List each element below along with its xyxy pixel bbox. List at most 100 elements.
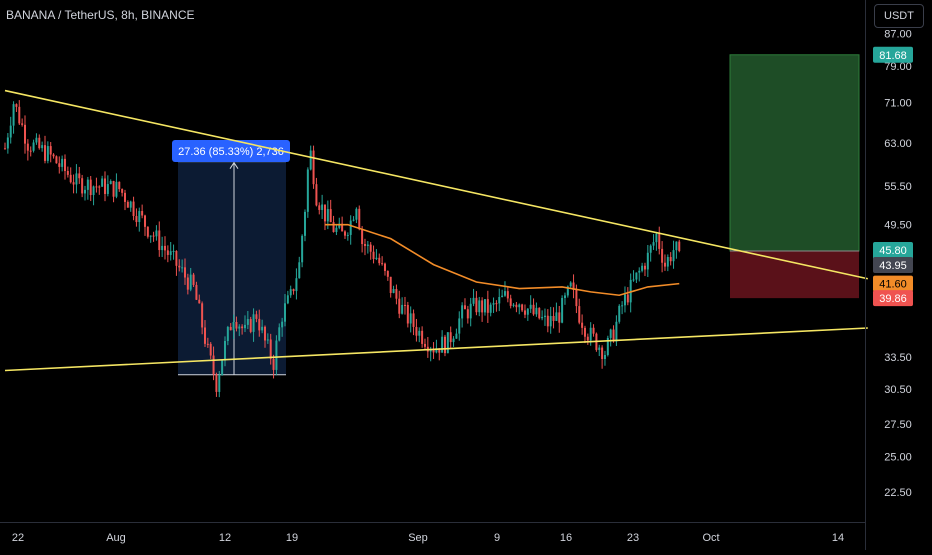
candle	[549, 306, 552, 334]
price-axis-label: 27.50	[884, 419, 912, 431]
candle-body	[563, 295, 566, 298]
candle-body	[138, 211, 141, 223]
candle-body	[149, 235, 152, 237]
candle-body	[575, 289, 578, 307]
candle	[178, 259, 181, 272]
candle-body	[578, 306, 581, 323]
candle-body	[235, 322, 238, 329]
candle-body	[315, 184, 318, 206]
candle-body	[338, 223, 341, 228]
candle	[81, 174, 84, 198]
candle	[355, 207, 358, 224]
candle-body	[652, 242, 655, 246]
candle-body	[52, 154, 55, 157]
candle	[435, 339, 438, 354]
candle-body	[55, 156, 58, 164]
candle-body	[569, 282, 572, 287]
candle	[618, 304, 621, 324]
candle-body	[121, 189, 124, 193]
candle	[126, 200, 129, 208]
candle-body	[161, 245, 164, 251]
candle	[241, 324, 244, 335]
candle-body	[15, 104, 18, 107]
candle-body	[261, 326, 264, 331]
time-axis-label: 22	[12, 532, 24, 544]
candle-body	[381, 263, 384, 265]
candle-body	[109, 181, 112, 185]
candle-body	[466, 309, 469, 319]
candle	[503, 281, 506, 297]
candle	[161, 236, 164, 258]
candle	[483, 299, 486, 316]
candle	[289, 285, 292, 298]
candle-body	[286, 295, 289, 304]
candle	[258, 309, 261, 337]
candle-body	[392, 289, 395, 293]
candle-body	[341, 223, 344, 232]
candlestick-series	[4, 100, 681, 398]
price-axis-label: 55.50	[884, 181, 912, 193]
price-axis[interactable]	[865, 0, 932, 550]
candle-body	[141, 211, 144, 216]
candle	[109, 179, 112, 185]
candle-body	[503, 291, 506, 296]
candle-body	[655, 233, 658, 243]
currency-button[interactable]: USDT	[874, 4, 924, 28]
candle-body	[589, 327, 592, 341]
candle-body	[278, 327, 281, 341]
candle	[169, 242, 172, 261]
target-zone	[729, 54, 860, 252]
candle-body	[98, 186, 101, 188]
candle	[283, 294, 286, 327]
candle	[475, 291, 478, 316]
time-axis[interactable]	[0, 522, 865, 551]
candle-body	[103, 178, 106, 194]
candle-body	[229, 326, 232, 331]
candle	[443, 334, 446, 357]
candle	[26, 139, 29, 161]
candle	[101, 175, 104, 187]
candle	[212, 346, 215, 381]
candle	[643, 262, 646, 277]
candle	[412, 309, 415, 336]
candle	[472, 288, 475, 307]
candle-body	[389, 276, 392, 293]
price-tag-value: 43.95	[879, 260, 907, 272]
candle-body	[443, 336, 446, 354]
candle	[41, 141, 44, 152]
price-axis-label: 25.00	[884, 451, 912, 463]
candle-body	[638, 270, 641, 273]
candle-body	[183, 267, 186, 278]
candle	[215, 372, 218, 397]
candle	[541, 310, 544, 321]
candle	[301, 234, 304, 268]
candle	[395, 284, 398, 305]
candle-body	[598, 347, 601, 350]
candle	[543, 308, 546, 326]
candle-body	[541, 316, 544, 319]
candle-body	[429, 349, 432, 352]
candle-body	[612, 329, 615, 342]
candle	[4, 142, 6, 150]
candle	[389, 276, 392, 298]
candle	[518, 303, 521, 315]
candle-body	[558, 312, 561, 323]
candle-body	[678, 241, 681, 252]
candle	[521, 303, 524, 313]
candle	[89, 175, 92, 202]
candle-body	[226, 326, 229, 341]
candle-body	[66, 170, 69, 175]
candle-body	[323, 204, 326, 222]
candle-body	[252, 314, 255, 332]
candle-body	[583, 327, 586, 337]
candle-body	[32, 142, 35, 151]
candle	[572, 274, 575, 299]
candle	[106, 175, 109, 197]
candle-body	[401, 304, 404, 314]
candle	[121, 188, 124, 197]
candle-body	[132, 201, 135, 216]
candle	[52, 153, 55, 159]
candle-body	[601, 347, 604, 360]
